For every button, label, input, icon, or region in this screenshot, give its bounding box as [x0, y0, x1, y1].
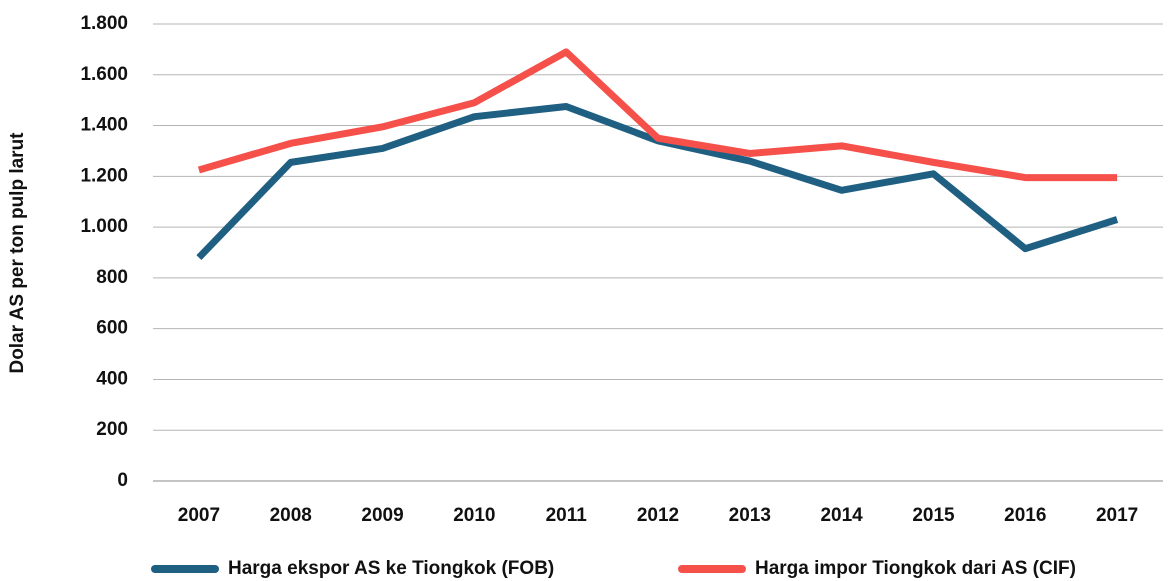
- y-tick-label: 0: [117, 470, 128, 491]
- x-tick-label: 2015: [912, 505, 955, 526]
- y-tick-label: 1.400: [80, 115, 128, 136]
- legend-label: Harga impor Tiongkok dari AS (CIF): [755, 558, 1076, 579]
- x-tick-label: 2011: [546, 505, 588, 526]
- x-tick-label: 2007: [178, 505, 220, 526]
- x-tick-label: 2012: [637, 505, 679, 526]
- x-tick-label: 2013: [729, 505, 771, 526]
- x-tick-label: 2009: [361, 505, 403, 526]
- legend-label: Harga ekspor AS ke Tiongkok (FOB): [228, 558, 554, 579]
- y-tick-label: 800: [96, 267, 128, 288]
- line-series: [196, 103, 1119, 261]
- x-tick-label: 2017: [1096, 505, 1138, 526]
- y-tick-label: 1.000: [80, 216, 128, 237]
- x-tick-label: 2008: [270, 505, 312, 526]
- x-tick-label: 2010: [453, 505, 495, 526]
- y-tick-label: 400: [96, 368, 128, 389]
- x-tick-label: 2016: [1004, 505, 1046, 526]
- y-tick-label: 200: [96, 419, 128, 440]
- y-axis-label: Dolar AS per ton pulp larut: [7, 132, 28, 374]
- y-tick-label: 1.600: [80, 64, 128, 85]
- line-series: [197, 48, 1118, 182]
- y-tick-label: 1.800: [80, 13, 128, 34]
- y-tick-label: 600: [96, 318, 128, 339]
- x-tick-label: 2014: [820, 505, 863, 526]
- y-tick-label: 1.200: [80, 165, 128, 186]
